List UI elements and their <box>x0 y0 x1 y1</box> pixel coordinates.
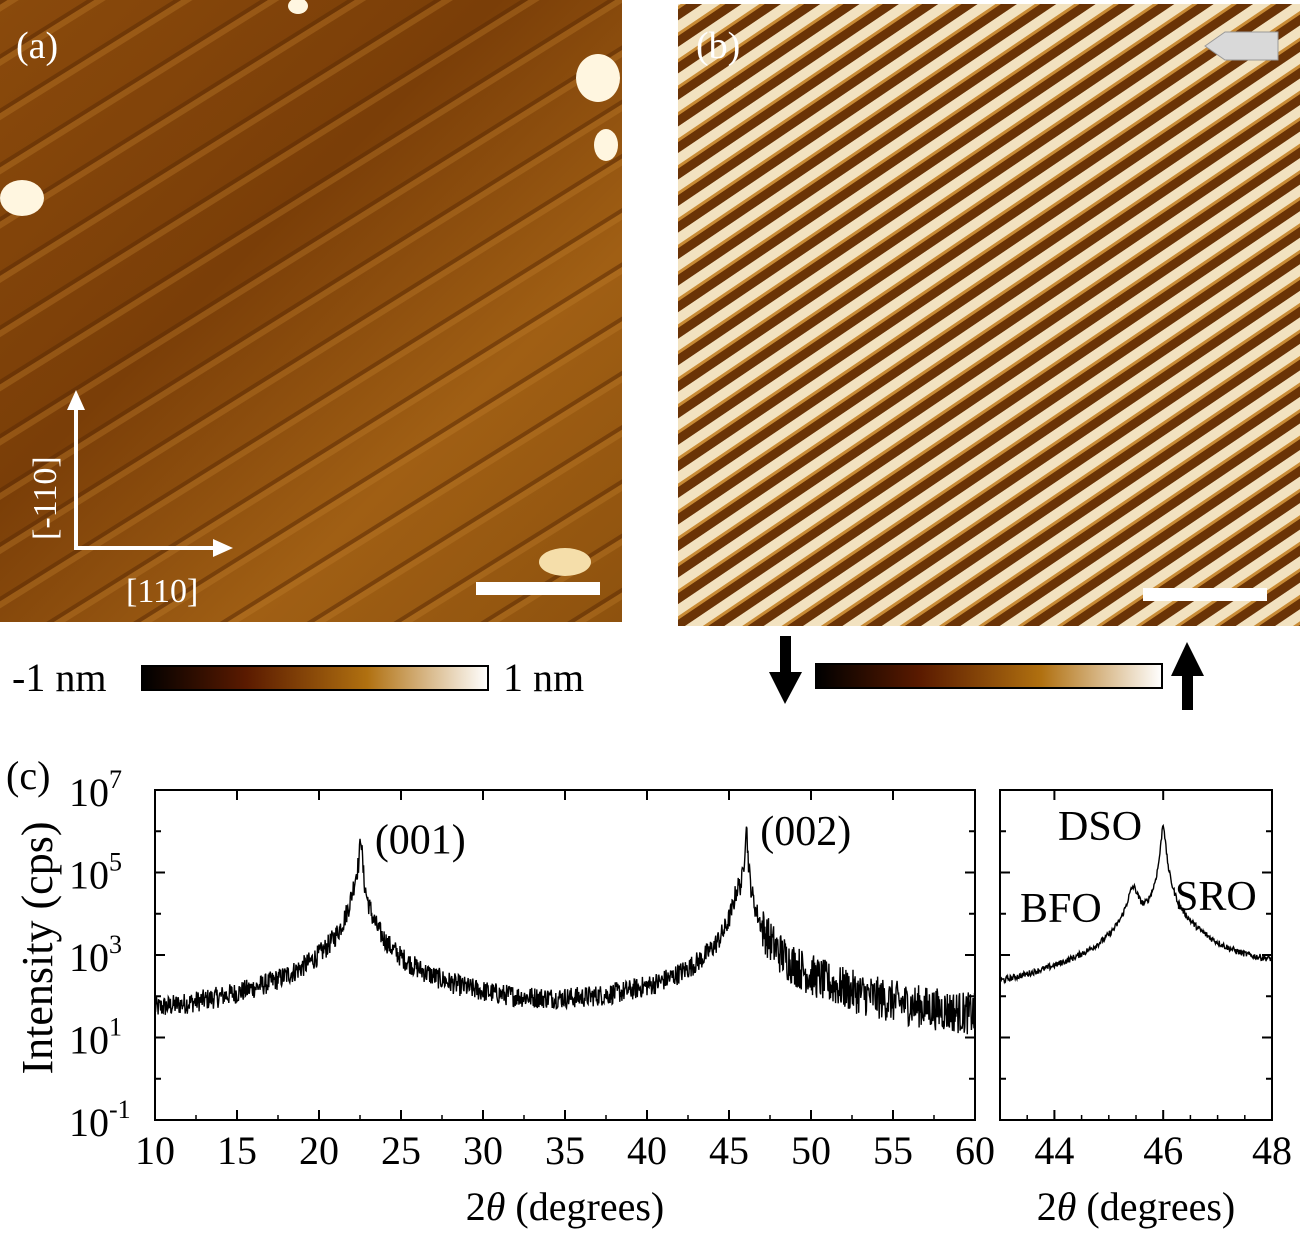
colorbar-min-label: -1 nm <box>12 655 106 700</box>
peak-annotation: (002) <box>760 809 851 855</box>
x-tick-label: 48 <box>1252 1128 1292 1173</box>
panel-a: (a) [-110] [110] <box>0 0 622 622</box>
y-tick-label: 10 <box>69 1100 109 1145</box>
panel-label-a: (a) <box>16 25 58 67</box>
colorbar-max-label: 1 nm <box>503 655 584 700</box>
x-tick-label: 20 <box>299 1128 339 1173</box>
particle <box>288 0 308 14</box>
colorbar-gradient-a <box>141 665 489 691</box>
peak-annotation: DSO <box>1058 804 1142 850</box>
y-tick-exponent: 5 <box>109 848 122 877</box>
y-tick-exponent: 3 <box>109 930 122 959</box>
x-tick-label: 44 <box>1034 1128 1074 1173</box>
y-tick-label: 10 <box>69 1018 109 1063</box>
x-tick-label: 60 <box>955 1128 995 1173</box>
peak-annotation: SRO <box>1175 874 1257 920</box>
panel-b: (b) <box>678 4 1300 626</box>
arrow-up-icon <box>67 390 85 410</box>
particle <box>576 54 620 102</box>
y-tick-label: 10 <box>69 770 109 815</box>
series-line <box>154 826 976 1035</box>
arrow-up-icon <box>1171 642 1204 676</box>
y-tick-label: 10 <box>69 853 109 898</box>
x-tick-label: 50 <box>791 1128 831 1173</box>
arrow-right-icon <box>213 539 233 557</box>
afm-terraces-a <box>0 0 622 622</box>
x-tick-label: 25 <box>381 1128 421 1173</box>
x-tick-label: 55 <box>873 1128 913 1173</box>
panel-label-c: (c) <box>6 753 50 798</box>
peak-annotation: (001) <box>375 818 466 864</box>
arrow-down-icon <box>769 672 802 704</box>
tip-icon <box>1204 31 1279 61</box>
colorbar-gradient-b <box>815 663 1163 689</box>
y-tick-exponent: 1 <box>109 1013 122 1042</box>
scale-bar-a <box>476 582 600 595</box>
y-tick-exponent: -1 <box>109 1095 131 1124</box>
arrow-down-shaft <box>780 636 791 676</box>
x-tick-label: 30 <box>463 1128 503 1173</box>
y-axis-label: Intensity (cps) <box>13 822 62 1075</box>
arrow-up-shaft <box>1182 672 1193 710</box>
particle <box>594 129 618 161</box>
peak-annotation: BFO <box>1020 886 1102 932</box>
colorbar-b <box>769 636 1204 710</box>
x-axis-label: 2θ (degrees) <box>466 1184 664 1229</box>
x-tick-label: 35 <box>545 1128 585 1173</box>
axis-label-110: [110] <box>126 573 198 610</box>
scale-bar-b <box>1143 588 1267 601</box>
x-tick-label: 45 <box>709 1128 749 1173</box>
particle <box>539 548 591 576</box>
y-tick-label: 10 <box>69 935 109 980</box>
panel-label-b: (b) <box>696 25 740 67</box>
x-tick-label: 10 <box>135 1128 175 1173</box>
y-tick-exponent: 7 <box>109 765 122 794</box>
x-axis-label: 2θ (degrees) <box>1037 1184 1235 1229</box>
x-tick-label: 46 <box>1143 1128 1183 1173</box>
x-tick-label: 40 <box>627 1128 667 1173</box>
plot-frame <box>154 789 976 1121</box>
x-tick-label: 15 <box>217 1128 257 1173</box>
particle <box>0 180 44 216</box>
series-line <box>999 823 1273 985</box>
axis-label-110-bar: [-110] <box>27 456 64 540</box>
pfm-image-b <box>678 4 1300 626</box>
xrd-chart-zoom: 44 46 48 2θ (degrees) BFO DSO SRO <box>999 789 1292 1229</box>
colorbar-a: -1 nm 1 nm <box>12 655 584 700</box>
